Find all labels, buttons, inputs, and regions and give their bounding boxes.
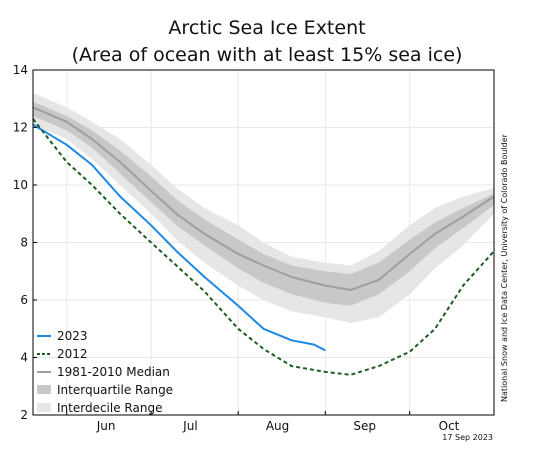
series-line-2012	[32, 118, 495, 376]
legend-swatch-interdecile-range	[37, 403, 51, 412]
series-line-1981-2010-median	[32, 106, 495, 291]
y-tick-label-2: 2	[20, 408, 28, 422]
legend-swatch-interquartile-range	[37, 385, 51, 394]
x-tick-label-jul: Jul	[182, 419, 197, 433]
legend-label-interdecile-range: Interdecile Range	[57, 401, 162, 415]
x-axis-ticks: Jun Jul Aug Sep Oct	[66, 411, 460, 433]
y-tick-label-8: 8	[20, 236, 28, 250]
y-axis-ticks: 2 4 6 8 10 12 14	[13, 63, 37, 422]
legend-label-2012: 2012	[57, 347, 88, 361]
y-tick-label-10: 10	[13, 178, 28, 192]
x-tick-label-sep: Sep	[353, 419, 376, 433]
chart-title: Arctic Sea Ice Extent	[168, 17, 365, 39]
y-tick-label-4: 4	[20, 351, 28, 365]
chart-subtitle: (Area of ocean with at least 15% sea ice…	[72, 44, 463, 66]
y-tick-label-12: 12	[13, 121, 28, 135]
date-stamp: 17 Sep 2023	[442, 433, 493, 442]
legend-label-interquartile-range: Interquartile Range	[57, 383, 173, 397]
plot-area	[32, 69, 495, 416]
x-tick-label-aug: Aug	[266, 419, 289, 433]
legend: 2023 2012 1981-2010 Median Interquartile Ra…	[37, 329, 173, 415]
x-tick-label-oct: Oct	[439, 419, 460, 433]
y-tick-label-14: 14	[13, 63, 28, 77]
y-tick-label-6: 6	[20, 293, 28, 307]
legend-label-2023: 2023	[57, 329, 88, 343]
legend-label-1981-2010-median: 1981-2010 Median	[57, 365, 170, 379]
x-tick-label-jun: Jun	[96, 419, 116, 433]
series-line-2023	[32, 123, 326, 352]
credit-text: National Snow and Ice Data Center, Unive…	[500, 133, 509, 402]
